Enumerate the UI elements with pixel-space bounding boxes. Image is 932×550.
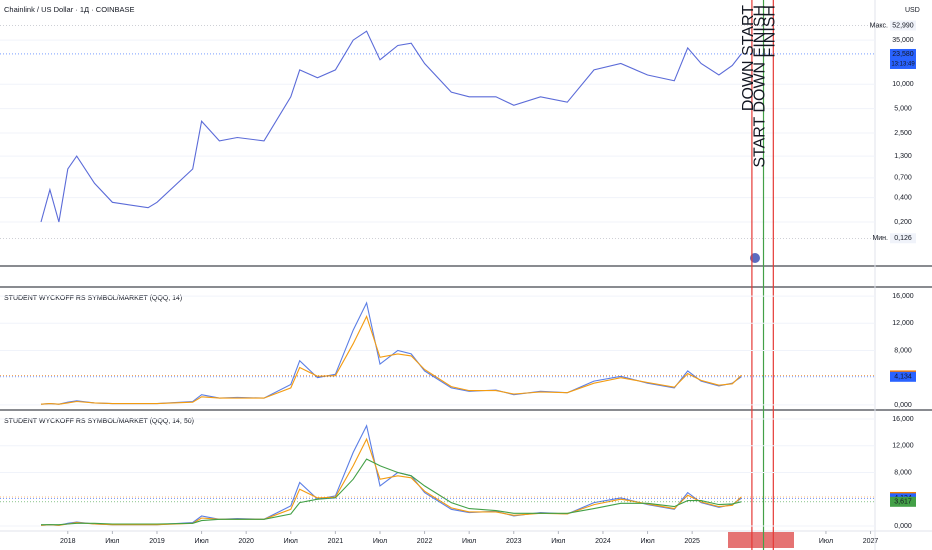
price-label: 4,134 xyxy=(894,374,912,381)
marker-label: DOWN START xyxy=(740,5,757,111)
x-tick-label: Июл xyxy=(640,538,654,545)
x-tick-label: 2018 xyxy=(60,538,76,545)
x-tick-label: 2023 xyxy=(506,538,522,545)
price-label: 23,580 xyxy=(892,51,914,58)
symbol-title: Chainlink / US Dollar · 1Д · COINBASE xyxy=(4,5,135,14)
x-tick-label: Июл xyxy=(551,538,565,545)
y-tick-label: 35,000 xyxy=(892,37,914,44)
y-tick-label: 16,000 xyxy=(892,293,914,300)
price-label-tag: Макс. xyxy=(870,22,888,29)
y-tick-label: 5,000 xyxy=(894,105,912,112)
price-label-box xyxy=(890,371,916,382)
marker-label: START DOWN FINISH xyxy=(752,5,769,168)
y-tick-label: 0,700 xyxy=(894,175,912,182)
y-tick-label: 0,200 xyxy=(894,219,912,226)
x-tick-label: Июл xyxy=(284,538,298,545)
x-tick-label: Июл xyxy=(462,538,476,545)
y-tick-label: 0,400 xyxy=(894,194,912,201)
price-label: 3,617 xyxy=(894,499,912,506)
indicator-title: STUDENT WYCKOFF RS SYMBOL/MARKET (QQQ, 1… xyxy=(4,295,182,302)
y-tick-label: 16,000 xyxy=(892,416,914,423)
x-tick-label: 2019 xyxy=(149,538,165,545)
marker-label: FINISH xyxy=(762,5,779,57)
y-tick-label: 0,000 xyxy=(894,402,912,409)
price-label-box xyxy=(890,20,916,31)
y-tick-label: 12,000 xyxy=(892,320,914,327)
x-tick-label: 2022 xyxy=(417,538,433,545)
price-label: 52,990 xyxy=(892,22,914,29)
price-label-box xyxy=(890,233,916,244)
x-tick-label: Июл xyxy=(105,538,119,545)
price-label-box xyxy=(890,48,916,59)
y-tick-label: 8,000 xyxy=(894,347,912,354)
series-line xyxy=(40,315,742,405)
series-line xyxy=(40,30,742,223)
price-label: 0,126 xyxy=(894,235,912,242)
x-tick-label: 2024 xyxy=(595,538,611,545)
indicator-title: STUDENT WYCKOFF RS SYMBOL/MARKET (QQQ, 1… xyxy=(4,418,194,425)
date-marker xyxy=(728,532,794,548)
x-tick-label: 2025 xyxy=(684,538,700,545)
countdown-box xyxy=(890,58,916,69)
series-line xyxy=(41,458,742,526)
series-line xyxy=(40,437,742,526)
y-tick-label: 0,000 xyxy=(894,523,912,530)
y-tick-label: 12,000 xyxy=(892,443,914,450)
price-label-tag: Мин. xyxy=(872,235,888,242)
x-tick-label: 2021 xyxy=(328,538,344,545)
x-tick-label: Июл xyxy=(373,538,387,545)
x-tick-label: Июл xyxy=(194,538,208,545)
y-tick-label: 2,500 xyxy=(894,130,912,137)
x-tick-label: Июл xyxy=(819,538,833,545)
y-tick-label: 8,000 xyxy=(894,469,912,476)
currency: USD xyxy=(905,7,920,14)
price-label-box xyxy=(890,496,916,507)
x-tick-label: 2027 xyxy=(863,538,879,545)
countdown: 13:13:49 xyxy=(891,62,915,68)
y-tick-label: 1,300 xyxy=(894,153,912,160)
y-tick-label: 10,000 xyxy=(892,81,914,88)
x-tick-label: 2020 xyxy=(238,538,254,545)
